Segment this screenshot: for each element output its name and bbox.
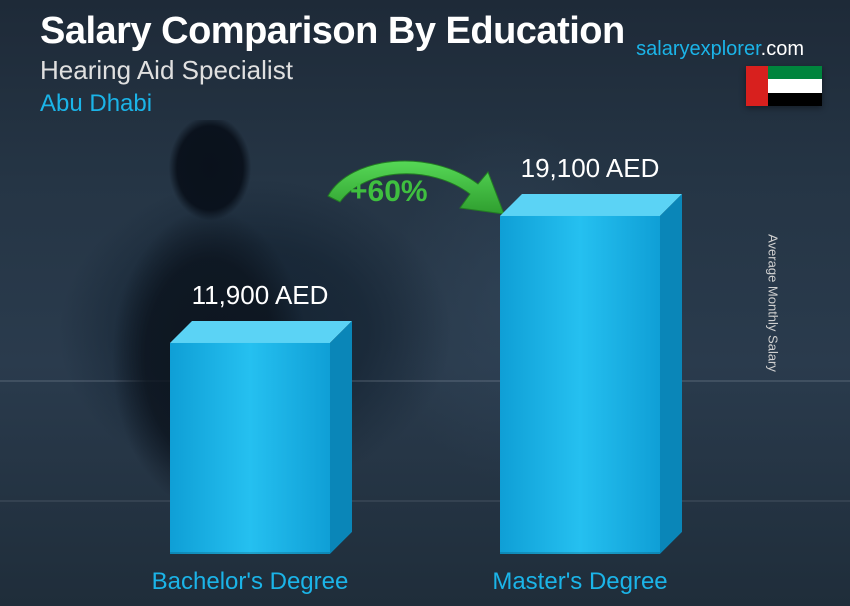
bar-value-bachelors: 11,900 AED: [160, 280, 360, 311]
bar-top-face: [170, 321, 352, 343]
bar3d-bachelors: [170, 343, 350, 554]
bar-label-masters: Master's Degree: [450, 568, 710, 596]
uae-flag-icon: [746, 66, 822, 106]
bar-side-face: [330, 321, 352, 554]
bar-chart: 11,900 AED 19,100 AED Bachelor's Degree …: [0, 136, 850, 606]
flag-red-stripe: [746, 66, 768, 106]
flag-horizontal-stripes: [768, 66, 822, 106]
brand-suffix: .com: [761, 38, 804, 60]
flag-white-stripe: [768, 79, 822, 92]
bar-masters: 19,100 AED: [500, 216, 680, 554]
bar3d-masters: [500, 216, 680, 554]
bar-front-face: [500, 216, 660, 554]
brand-label: salaryexplorer.com: [636, 38, 804, 61]
bar-value-masters: 19,100 AED: [490, 153, 690, 184]
bar-front-face: [170, 343, 330, 554]
bar-side-face: [660, 194, 682, 554]
bar-bachelors: 11,900 AED: [170, 343, 350, 554]
bar-label-bachelors: Bachelor's Degree: [120, 568, 380, 596]
flag-black-stripe: [768, 93, 822, 106]
infographic-container: Salary Comparison By Education Hearing A…: [0, 0, 850, 606]
brand-name: salaryexplorer: [636, 38, 761, 60]
flag-green-stripe: [768, 66, 822, 79]
header: Salary Comparison By Education Hearing A…: [40, 10, 810, 118]
location-label: Abu Dhabi: [40, 90, 810, 118]
bar-top-face: [500, 194, 682, 216]
